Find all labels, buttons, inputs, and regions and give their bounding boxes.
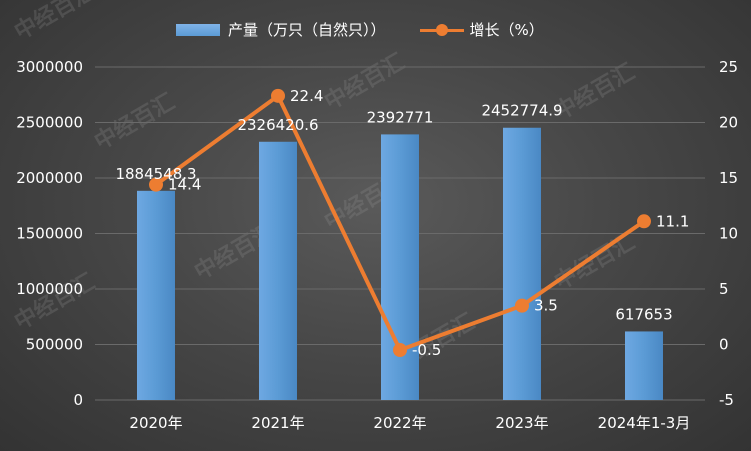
legend: 产量（万只（自然只）） 增长（%）	[176, 19, 544, 40]
bar-series	[137, 127, 663, 401]
x-tick-label: 2022年	[373, 414, 426, 432]
bar	[625, 331, 663, 400]
bar	[137, 190, 175, 400]
watermark-text: 中经百汇	[320, 49, 409, 116]
bar-value-label: 2326420.6	[237, 116, 318, 134]
y-right-tick-label: 5	[719, 280, 729, 298]
y-left-tick-label: 3000000	[16, 58, 83, 76]
y-right-tick-label: 0	[719, 336, 729, 354]
watermark-text: 中经百汇	[550, 59, 639, 126]
legend-item-line: 增长（%）	[386, 19, 544, 40]
bar-value-label: 617653	[615, 305, 672, 323]
bar-value-label: 2392771	[367, 108, 434, 126]
axis-ticks: 0 500000 1000000 1500000 2000000 2500000 30000…	[16, 58, 738, 432]
line-value-label: 3.5	[534, 297, 558, 315]
line-value-label: 11.1	[656, 212, 689, 230]
line-point	[149, 177, 163, 192]
line-value-label: 22.4	[290, 87, 323, 105]
y-right-tick-label: 15	[719, 169, 738, 187]
bar-value-label: 1884548.3	[115, 165, 196, 183]
y-left-tick-label: 1000000	[16, 280, 83, 298]
y-left-tick-label: 2000000	[16, 169, 83, 187]
line-point	[393, 343, 407, 358]
legend-item-bar: 产量（万只（自然只））	[176, 19, 386, 40]
line-point	[637, 214, 651, 229]
line-point	[515, 298, 529, 313]
legend-line-label: 增长（%）	[469, 21, 544, 39]
y-left-tick-label: 500000	[26, 336, 83, 354]
x-tick-label: 2024年1-3月	[598, 414, 691, 432]
y-left-tick-label: 2500000	[16, 114, 83, 132]
bar-value-label: 2452774.9	[481, 102, 562, 120]
y-left-tick-label: 0	[73, 391, 83, 409]
x-tick-label: 2020年	[129, 414, 182, 432]
y-right-tick-label: 10	[719, 225, 738, 243]
bar	[259, 141, 297, 400]
line-value-label: -0.5	[412, 341, 441, 359]
y-left-tick-label: 1500000	[16, 225, 83, 243]
watermark-text: 中经百汇	[10, 0, 99, 45]
watermark-text: 中经百汇	[90, 89, 179, 156]
line-value-label: 14.4	[168, 176, 201, 194]
data-labels: 1884548.3 2326420.6 2392771 2452774.9 617653…	[115, 87, 689, 359]
y-right-tick-label: 20	[719, 114, 738, 132]
bar	[381, 134, 419, 401]
bar	[503, 127, 541, 400]
x-tick-label: 2023年	[495, 414, 548, 432]
legend-line-swatch	[419, 23, 464, 36]
line-series	[149, 88, 651, 358]
x-tick-label: 2021年	[251, 414, 304, 432]
watermark-text: 中经百汇	[550, 229, 639, 296]
line-point	[271, 88, 285, 103]
y-right-tick-label: 25	[719, 58, 738, 76]
watermark-text: 中经百汇	[10, 269, 99, 336]
legend-bar-label: 产量（万只（自然只））	[228, 21, 386, 39]
y-right-tick-label: -5	[719, 391, 734, 409]
legend-bar-swatch	[176, 23, 220, 36]
